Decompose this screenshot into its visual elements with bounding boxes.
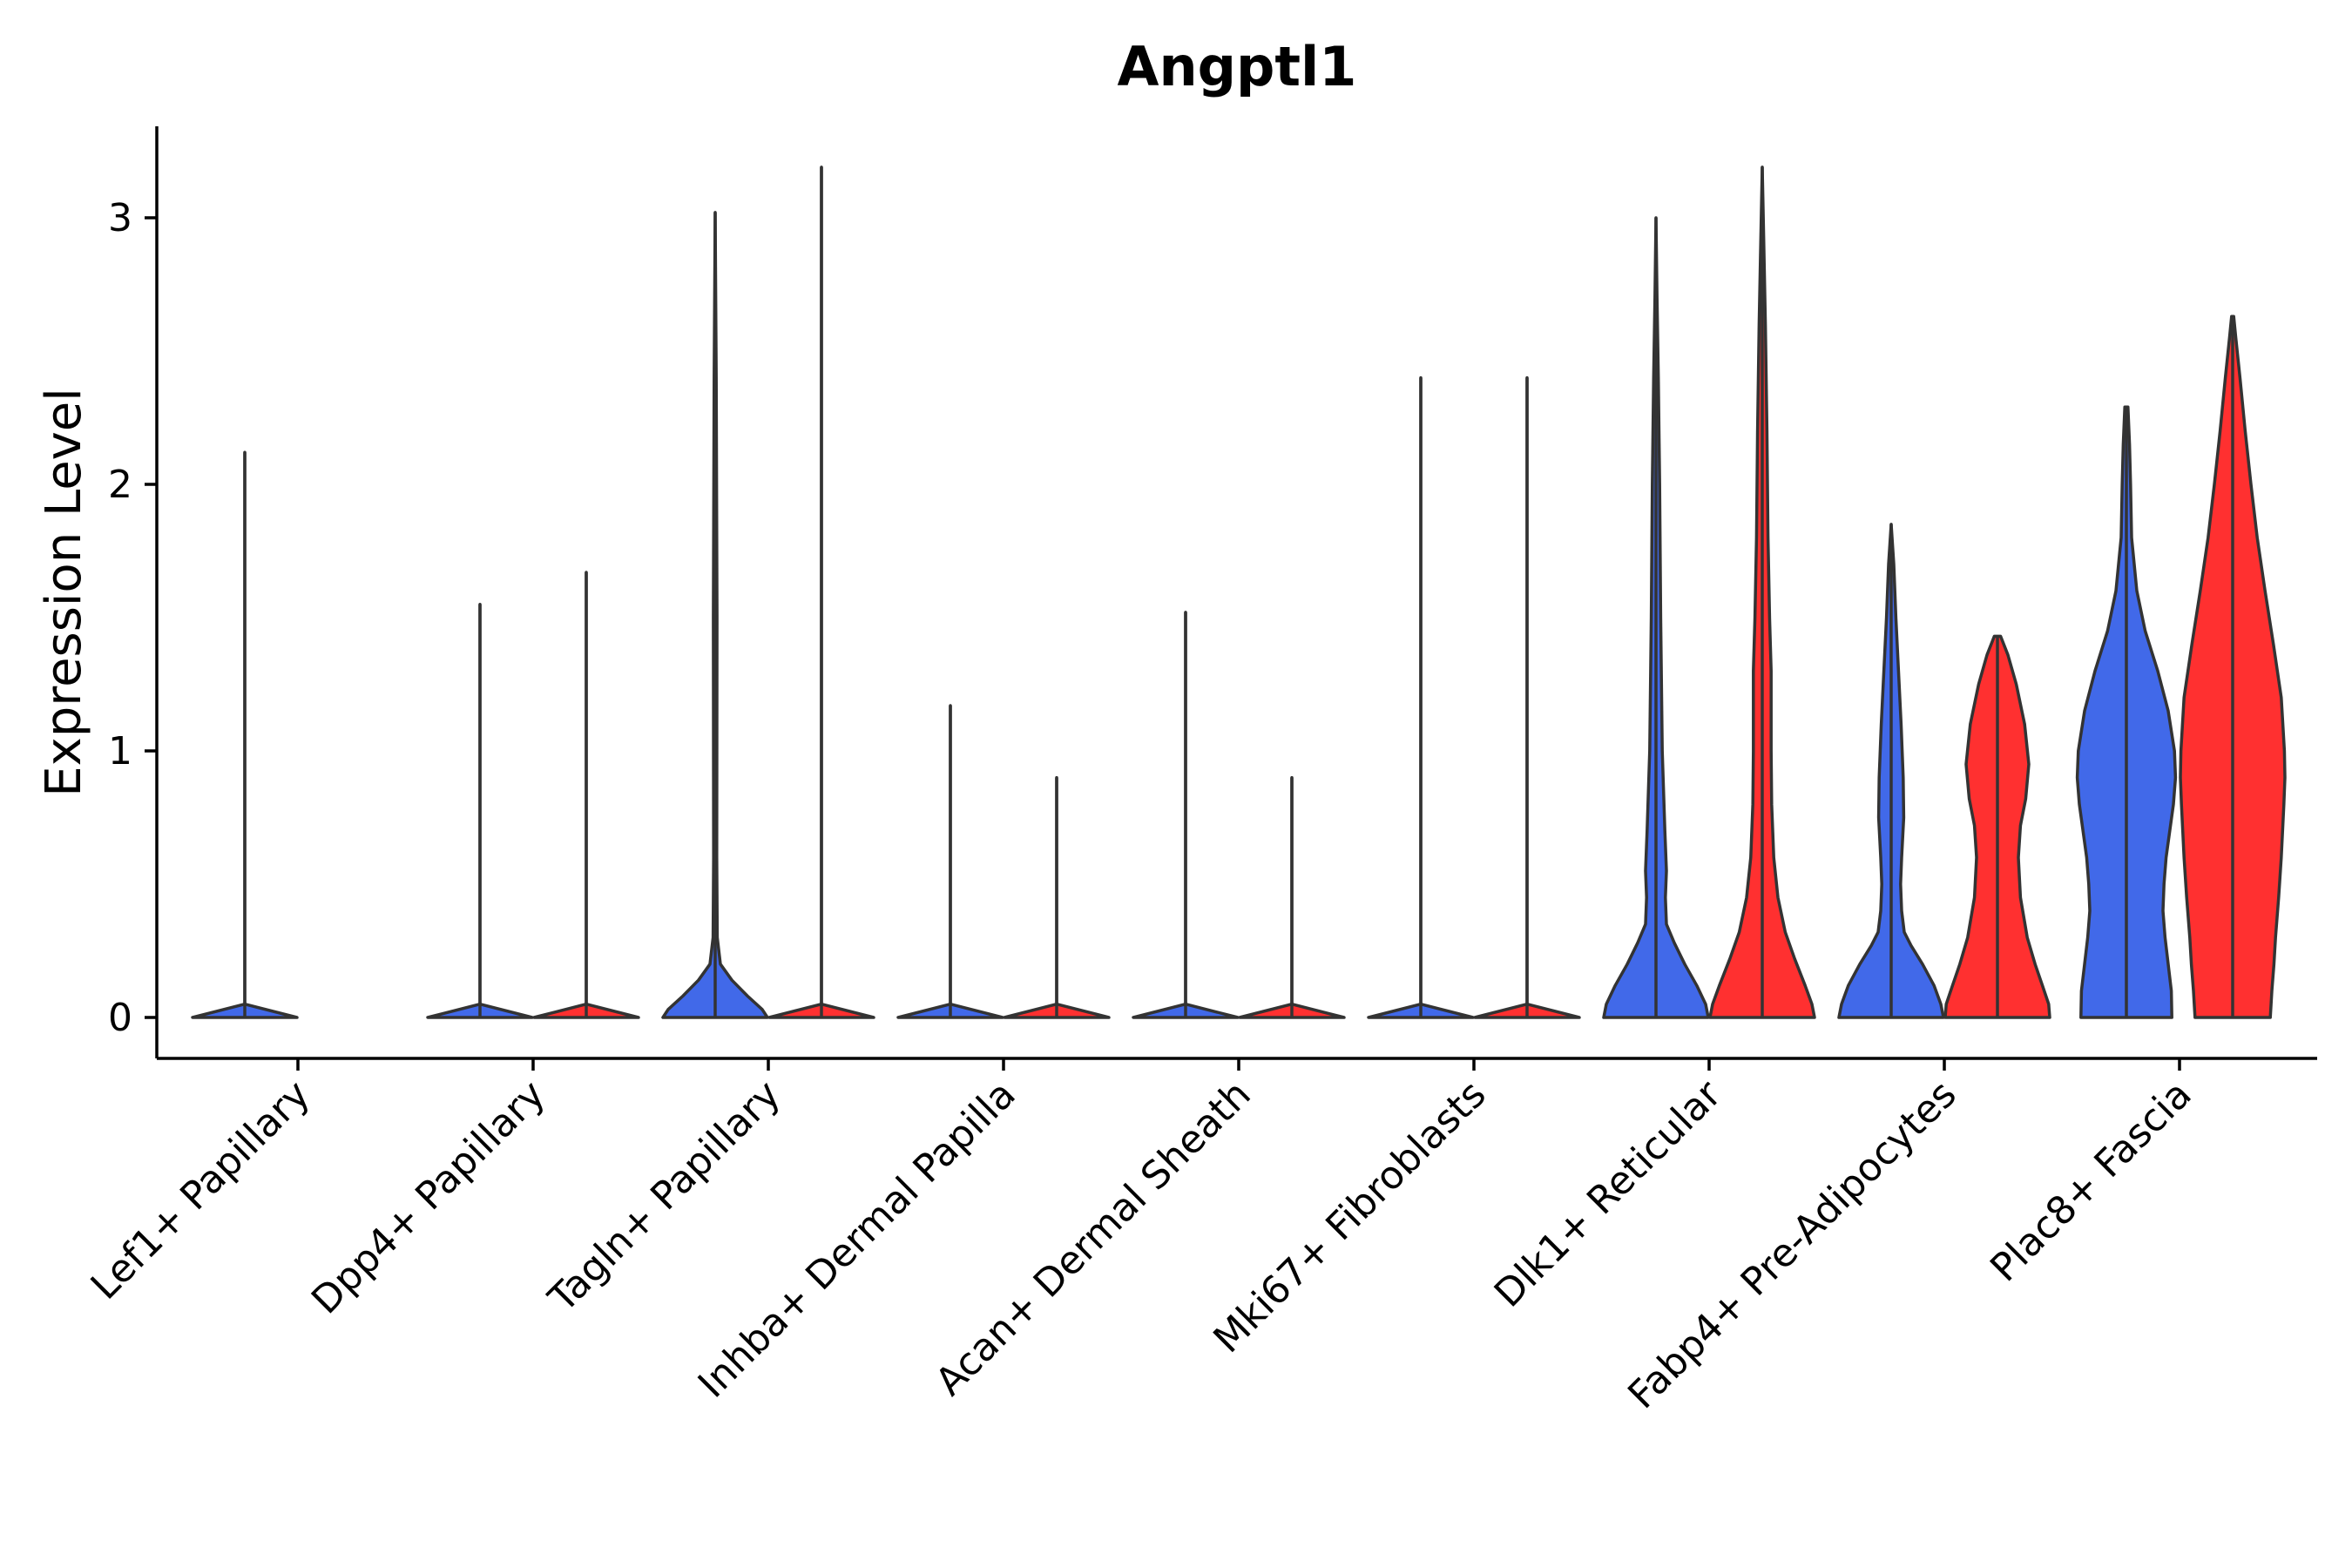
y-axis-label: Expression Level bbox=[36, 388, 92, 797]
x-tick-label-2: Tagln+ Papillary bbox=[540, 1072, 789, 1321]
chart-title: Angptl1 bbox=[1118, 35, 1357, 98]
y-tick-label-0: 0 bbox=[108, 996, 132, 1040]
x-tick-label-8: Plac8+ Fascia bbox=[1982, 1072, 2200, 1291]
x-tick-label-6: Dlk1+ Reticular bbox=[1486, 1071, 1731, 1316]
x-tick-label-0: Lef1+ Papillary bbox=[83, 1072, 319, 1308]
y-axis: 0 1 2 3 bbox=[108, 126, 159, 1058]
y-tick-label-3: 3 bbox=[108, 196, 132, 240]
y-tick-label-1: 1 bbox=[108, 729, 132, 774]
x-tick-label-1: Dpp4+ Papillary bbox=[303, 1072, 554, 1323]
violin-layer bbox=[191, 166, 2287, 1019]
y-tick-label-2: 2 bbox=[108, 463, 132, 507]
x-tick-label-5: Mki67+ Fibroblasts bbox=[1205, 1072, 1494, 1362]
